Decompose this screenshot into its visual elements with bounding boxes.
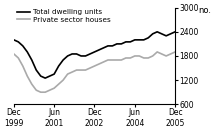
Total dwelling units bbox=[31, 59, 33, 61]
Legend: Total dwelling units, Private sector houses: Total dwelling units, Private sector hou… bbox=[17, 9, 111, 23]
Private sector houses bbox=[12, 53, 15, 55]
Total dwelling units bbox=[138, 39, 141, 41]
Total dwelling units bbox=[156, 31, 158, 33]
Y-axis label: no.: no. bbox=[198, 6, 211, 15]
Total dwelling units bbox=[53, 73, 55, 75]
Private sector houses bbox=[31, 83, 33, 85]
Private sector houses bbox=[129, 57, 132, 59]
Total dwelling units bbox=[129, 41, 132, 43]
Total dwelling units bbox=[26, 51, 29, 53]
Total dwelling units bbox=[111, 45, 114, 47]
Total dwelling units bbox=[57, 65, 60, 67]
Line: Total dwelling units: Total dwelling units bbox=[14, 32, 175, 78]
Private sector houses bbox=[134, 55, 136, 57]
Private sector houses bbox=[26, 75, 29, 77]
Total dwelling units bbox=[71, 53, 73, 55]
Total dwelling units bbox=[169, 33, 172, 35]
Private sector houses bbox=[160, 53, 163, 55]
Private sector houses bbox=[62, 79, 64, 81]
Total dwelling units bbox=[102, 47, 105, 49]
Private sector houses bbox=[80, 69, 82, 71]
Private sector houses bbox=[151, 55, 154, 57]
Total dwelling units bbox=[17, 41, 20, 43]
Private sector houses bbox=[98, 63, 100, 65]
Total dwelling units bbox=[143, 39, 145, 41]
Total dwelling units bbox=[62, 59, 64, 61]
Private sector houses bbox=[53, 87, 55, 89]
Private sector houses bbox=[156, 51, 158, 53]
Private sector houses bbox=[75, 69, 78, 71]
Total dwelling units bbox=[35, 69, 38, 71]
Private sector houses bbox=[39, 91, 42, 93]
Total dwelling units bbox=[174, 31, 176, 33]
Private sector houses bbox=[120, 59, 123, 61]
Total dwelling units bbox=[124, 41, 127, 43]
Private sector houses bbox=[89, 67, 91, 69]
Total dwelling units bbox=[39, 75, 42, 77]
Total dwelling units bbox=[75, 53, 78, 55]
Private sector houses bbox=[44, 91, 46, 93]
Total dwelling units bbox=[84, 55, 87, 57]
Private sector houses bbox=[143, 57, 145, 59]
Private sector houses bbox=[138, 55, 141, 57]
Private sector houses bbox=[71, 71, 73, 73]
Total dwelling units bbox=[98, 49, 100, 51]
Private sector houses bbox=[116, 59, 118, 61]
Private sector houses bbox=[102, 61, 105, 63]
Private sector houses bbox=[169, 53, 172, 55]
Total dwelling units bbox=[151, 33, 154, 35]
Private sector houses bbox=[107, 59, 109, 61]
Private sector houses bbox=[17, 57, 20, 59]
Total dwelling units bbox=[48, 75, 51, 77]
Total dwelling units bbox=[66, 55, 69, 57]
Private sector houses bbox=[111, 59, 114, 61]
Private sector houses bbox=[22, 65, 24, 67]
Private sector houses bbox=[174, 51, 176, 53]
Total dwelling units bbox=[107, 45, 109, 47]
Total dwelling units bbox=[160, 33, 163, 35]
Total dwelling units bbox=[134, 39, 136, 41]
Total dwelling units bbox=[12, 39, 15, 41]
Private sector houses bbox=[57, 83, 60, 85]
Private sector houses bbox=[35, 89, 38, 91]
Total dwelling units bbox=[116, 43, 118, 45]
Private sector houses bbox=[66, 73, 69, 75]
Private sector houses bbox=[48, 89, 51, 91]
Total dwelling units bbox=[120, 43, 123, 45]
Line: Private sector houses: Private sector houses bbox=[14, 52, 175, 92]
Total dwelling units bbox=[165, 35, 167, 37]
Private sector houses bbox=[147, 57, 149, 59]
Total dwelling units bbox=[93, 51, 96, 53]
Private sector houses bbox=[165, 55, 167, 57]
Private sector houses bbox=[93, 65, 96, 67]
Total dwelling units bbox=[80, 55, 82, 57]
Total dwelling units bbox=[147, 37, 149, 39]
Private sector houses bbox=[84, 69, 87, 71]
Total dwelling units bbox=[44, 77, 46, 79]
Private sector houses bbox=[124, 57, 127, 59]
Total dwelling units bbox=[22, 45, 24, 47]
Total dwelling units bbox=[89, 53, 91, 55]
